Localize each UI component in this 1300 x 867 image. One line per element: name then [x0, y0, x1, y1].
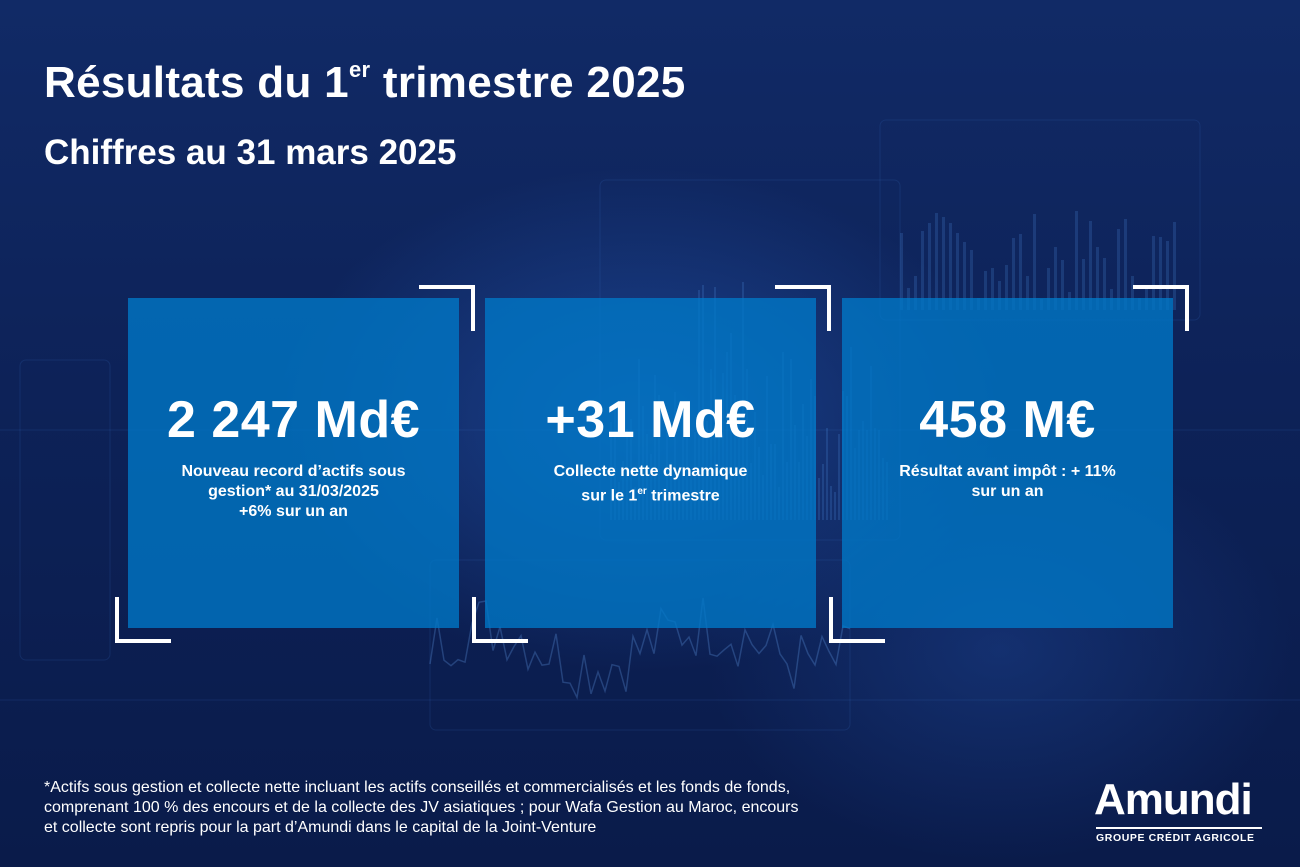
footnote-line: et collecte sont repris pour la part d’A…	[44, 819, 597, 836]
kpi-description-line: gestion* au 31/03/2025	[208, 483, 379, 500]
card-1-corner-top-right	[419, 285, 475, 331]
kpi-description-net-inflows: Collecte nette dynamique sur le 1er trim…	[495, 462, 806, 506]
footnote-line: *Actifs sous gestion et collecte nette i…	[44, 779, 791, 796]
background-bar	[921, 231, 924, 310]
background-bar	[1054, 247, 1057, 310]
amundi-logo: Amundi GROUPE CRÉDIT AGRICOLE	[1094, 777, 1264, 847]
kpi-description-assets: Nouveau record d’actifs sous gestion* au…	[138, 462, 449, 522]
background-bar	[818, 478, 820, 520]
background-bar	[998, 281, 1001, 310]
logo-tagline: GROUPE CRÉDIT AGRICOLE	[1096, 832, 1255, 844]
background-bar	[1061, 260, 1064, 310]
kpi-value-pretax-income: 458 M€	[919, 391, 1096, 449]
background-bar	[1012, 238, 1015, 310]
kpi-value-assets: 2 247 Md€	[166, 391, 421, 449]
page-title-prefix: Résultats du 1	[44, 58, 349, 107]
background-bar	[1047, 268, 1050, 310]
background-bar	[1019, 234, 1022, 310]
background-bar	[838, 434, 840, 520]
background-bar	[984, 271, 987, 310]
background-bar	[963, 242, 966, 310]
kpi-description-suffix: trimestre	[646, 487, 720, 505]
background-bar	[1159, 237, 1162, 310]
background-bar	[1082, 259, 1085, 310]
kpi-value-net-inflows: +31 Md€	[545, 391, 756, 449]
card-2-corner-top-right	[775, 285, 831, 331]
card-3-corner-top-right	[1133, 285, 1189, 331]
page-title-superscript: er	[348, 57, 371, 83]
background-bar	[956, 233, 959, 310]
footnote-line: comprenant 100 % des encours et de la co…	[44, 799, 799, 816]
kpi-description-prefix: sur le 1	[581, 487, 638, 505]
background-bar	[928, 223, 931, 310]
page-title: Résultats du 1er trimestre 2025	[44, 57, 686, 108]
background-bar	[1089, 221, 1092, 310]
page-subtitle: Chiffres au 31 mars 2025	[44, 133, 457, 172]
card-3-corner-bottom-left	[829, 597, 885, 643]
background-bar	[1103, 258, 1106, 310]
background-bar	[1075, 211, 1078, 310]
background-bar	[822, 464, 824, 520]
background-bar	[834, 492, 836, 520]
kpi-description-line: Résultat avant impôt : + 11%	[899, 463, 1116, 480]
background-bar	[830, 486, 832, 520]
background-bar	[1117, 229, 1120, 310]
background-bar	[1005, 265, 1008, 310]
background-bar	[935, 213, 938, 310]
page-title-suffix: trimestre 2025	[370, 58, 686, 107]
background-bar	[1026, 276, 1029, 310]
background-bar	[1152, 236, 1155, 310]
kpi-card-pretax-income: 458 M€ Résultat avant impôt : + 11% sur …	[842, 298, 1173, 628]
background-bar	[1166, 241, 1169, 310]
kpi-description-superscript: er	[637, 486, 647, 497]
kpi-description-line: Nouveau record d’actifs sous	[181, 463, 406, 480]
background-bar	[970, 250, 973, 310]
background-bar	[942, 217, 945, 310]
kpi-description-line: sur le 1er trimestre	[495, 482, 806, 506]
card-2-corner-bottom-left	[472, 597, 528, 643]
background-bar	[1131, 276, 1134, 310]
kpi-description-line: sur un an	[971, 483, 1044, 500]
background-bar	[1124, 219, 1127, 310]
logo-wordmark: Amundi	[1094, 775, 1253, 824]
background-bar	[1033, 214, 1036, 310]
background-bar	[900, 233, 903, 310]
background-bar	[1173, 222, 1176, 310]
background-bar	[914, 276, 917, 310]
kpi-card-net-inflows: +31 Md€ Collecte nette dynamique sur le …	[485, 298, 816, 628]
kpi-card-assets: 2 247 Md€ Nouveau record d’actifs sous g…	[128, 298, 459, 628]
card-1-corner-bottom-left	[115, 597, 171, 643]
logo-divider	[1096, 827, 1262, 829]
background-bar	[826, 428, 828, 520]
background-bar	[1096, 247, 1099, 310]
background-bar	[991, 268, 994, 310]
kpi-description-line: Collecte nette dynamique	[553, 463, 748, 480]
footnote: *Actifs sous gestion et collecte nette i…	[44, 778, 974, 838]
background-bar	[949, 223, 952, 310]
kpi-description-pretax-income: Résultat avant impôt : + 11% sur un an	[852, 462, 1163, 502]
kpi-description-line: +6% sur un an	[239, 503, 348, 520]
